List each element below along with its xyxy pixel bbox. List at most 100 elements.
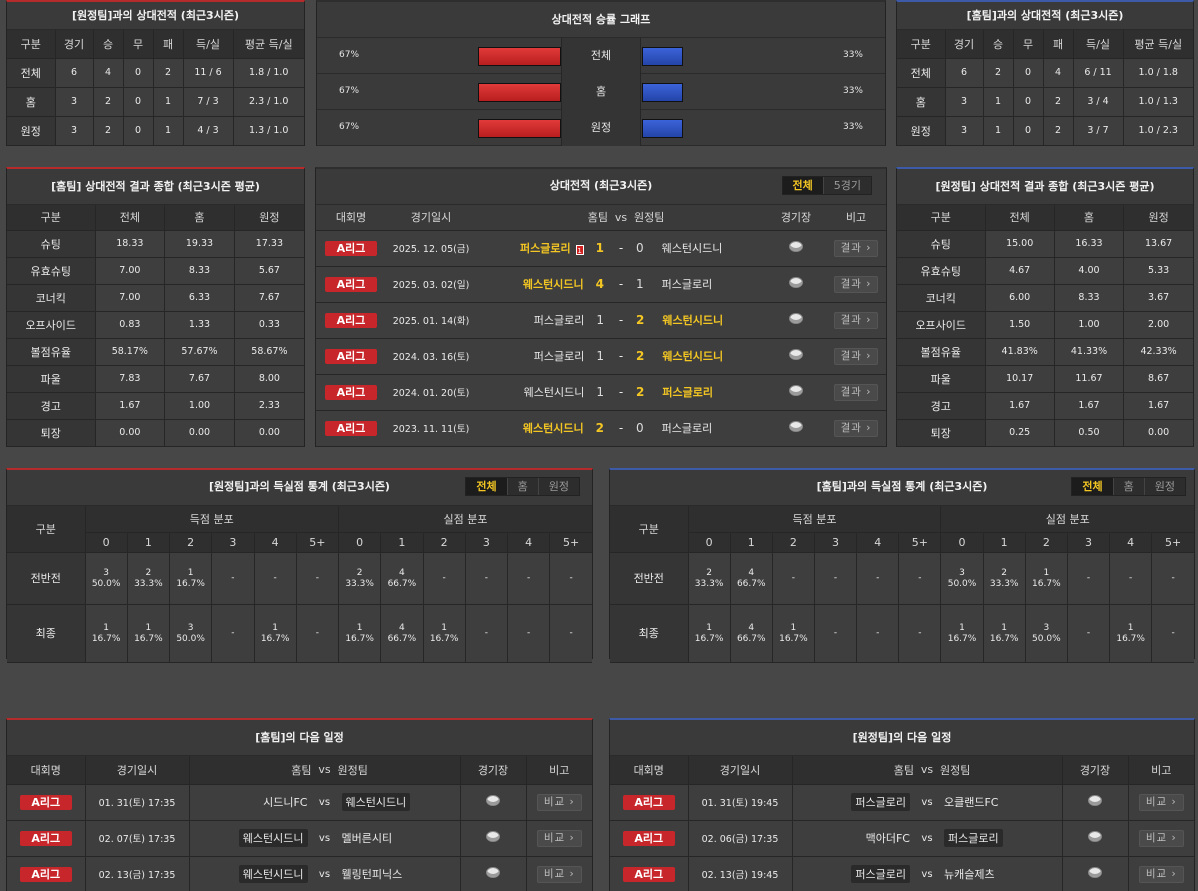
stadium-icon[interactable]: [789, 277, 803, 288]
stadium-icon[interactable]: [789, 241, 803, 252]
away-team-name[interactable]: 웨스턴시드니: [661, 242, 723, 255]
league-badge[interactable]: A리그: [622, 830, 675, 846]
tab-5games[interactable]: 5경기: [823, 177, 871, 194]
goal-count: -: [569, 573, 573, 583]
home-team-name[interactable]: 퍼스글로리: [520, 242, 571, 255]
league-badge[interactable]: A리그: [19, 866, 72, 882]
goal-count-header: 2: [423, 532, 466, 553]
stadium-icon[interactable]: [1088, 795, 1102, 806]
home-team-name[interactable]: 퍼스글로리: [851, 865, 910, 883]
stadium-icon[interactable]: [789, 421, 803, 432]
stadium-icon[interactable]: [1088, 831, 1102, 842]
note-cell: 결과 ›: [826, 410, 886, 447]
table-cell: 7.67: [164, 365, 235, 393]
league-badge[interactable]: A리그: [325, 240, 377, 256]
table-cell: 1.8 / 1.0: [233, 58, 304, 88]
date-cell: 2025. 03. 02(일): [386, 266, 476, 303]
league-badge[interactable]: A리그: [325, 384, 377, 400]
result-button[interactable]: 결과 ›: [833, 419, 879, 437]
home-team-name[interactable]: 시드니FC: [263, 796, 308, 809]
compare-button[interactable]: 비교 ›: [536, 793, 582, 811]
table-cell: 1: [983, 87, 1014, 117]
home-team-name[interactable]: 웨스턴시드니: [522, 422, 584, 435]
away-team-name[interactable]: 오클랜드FC: [944, 796, 999, 809]
tab-away[interactable]: 원정: [538, 478, 579, 495]
tab-all[interactable]: 전체: [782, 177, 824, 194]
tab-home[interactable]: 홈: [507, 478, 539, 495]
away-team-name[interactable]: 퍼스글로리: [661, 422, 713, 435]
league-badge[interactable]: A리그: [325, 348, 377, 364]
stadium-icon[interactable]: [486, 831, 500, 842]
home-team-name[interactable]: 퍼스글로리: [851, 793, 910, 811]
goals-left-tabs: 전체 홈 원정: [465, 477, 580, 496]
compare-button[interactable]: 비교 ›: [1138, 793, 1184, 811]
compare-button[interactable]: 비교 ›: [1138, 829, 1184, 847]
table-cell: 1.00: [164, 392, 235, 420]
away-team-name[interactable]: 뉴캐슬제츠: [944, 868, 995, 881]
league-badge[interactable]: A리그: [19, 794, 72, 810]
table-cell: 유효슈팅: [7, 257, 96, 285]
goal-dist-cell: 1 16.7%: [85, 604, 128, 663]
away-team-name[interactable]: 퍼스글로리: [944, 829, 1003, 847]
table-cell: 57.67%: [164, 338, 235, 366]
league-badge[interactable]: A리그: [622, 794, 675, 810]
stadium-icon[interactable]: [789, 313, 803, 324]
compare-button[interactable]: 비교 ›: [536, 829, 582, 847]
column-header: 비고: [826, 205, 886, 231]
home-team-name[interactable]: 웨스턴시드니: [238, 865, 308, 883]
goal-dist-cell: 1 16.7%: [983, 604, 1026, 663]
tab-all[interactable]: 전체: [466, 478, 508, 495]
goal-count: 3: [959, 568, 965, 578]
goal-count-header: 3: [1067, 532, 1111, 553]
league-badge[interactable]: A리그: [622, 866, 675, 882]
away-team-name[interactable]: 멜버른시티: [341, 832, 393, 845]
result-button[interactable]: 결과 ›: [833, 239, 879, 257]
goal-count: -: [1086, 628, 1091, 638]
stadium-icon[interactable]: [486, 867, 500, 878]
result-button[interactable]: 결과 ›: [833, 275, 879, 293]
stadium-icon[interactable]: [789, 385, 803, 396]
table-cell: 2: [1043, 116, 1074, 146]
goal-count: -: [1171, 573, 1175, 583]
home-team-name[interactable]: 웨스턴시드니: [522, 278, 584, 291]
goal-count: -: [791, 573, 796, 583]
result-button[interactable]: 결과 ›: [833, 383, 879, 401]
league-badge[interactable]: A리그: [19, 830, 72, 846]
stadium-cell: [766, 266, 826, 303]
table-cell: 퇴장: [7, 419, 96, 447]
home-team-name[interactable]: 맥아더FC: [865, 832, 910, 845]
compare-button[interactable]: 비교 ›: [536, 865, 582, 883]
league-badge[interactable]: A리그: [325, 420, 377, 436]
home-team-cell: 시드니FC: [189, 784, 312, 821]
column-header: vs: [608, 205, 634, 231]
league-badge[interactable]: A리그: [325, 312, 377, 328]
home-team-name[interactable]: 퍼스글로리: [533, 314, 585, 327]
home-team-name[interactable]: 웨스턴시드니: [523, 386, 585, 399]
away-team-cell: 2 웨스턴시드니: [634, 302, 766, 339]
result-button[interactable]: 결과 ›: [833, 311, 879, 329]
away-team-name[interactable]: 웨스턴시드니: [662, 314, 724, 327]
table-cell: 1: [153, 87, 184, 117]
stadium-icon[interactable]: [1088, 867, 1102, 878]
away-team-name[interactable]: 퍼스글로리: [662, 386, 713, 399]
stadium-icon[interactable]: [486, 795, 500, 806]
away-team-name[interactable]: 퍼스글로리: [661, 278, 713, 291]
result-button[interactable]: 결과 ›: [833, 347, 879, 365]
home-team-name[interactable]: 웨스턴시드니: [238, 829, 308, 847]
table-cell: 파울: [897, 365, 986, 393]
home-team-name[interactable]: 퍼스글로리: [533, 350, 585, 363]
tab-away[interactable]: 원정: [1144, 478, 1185, 495]
compare-button-label: 비교: [543, 867, 566, 880]
date-cell: 2025. 01. 14(화): [386, 302, 476, 339]
goal-dist-cell: -: [211, 552, 255, 605]
away-team-name[interactable]: 웨스턴시드니: [662, 350, 724, 363]
away-team-name[interactable]: 웨스턴시드니: [341, 793, 411, 811]
stadium-icon[interactable]: [789, 349, 803, 360]
tab-home[interactable]: 홈: [1113, 478, 1145, 495]
column-header: 경기일시: [688, 756, 793, 785]
tab-all[interactable]: 전체: [1072, 478, 1114, 495]
league-badge[interactable]: A리그: [325, 276, 377, 292]
compare-button[interactable]: 비교 ›: [1138, 865, 1184, 883]
away-team-name[interactable]: 웰링턴피닉스: [341, 868, 403, 881]
